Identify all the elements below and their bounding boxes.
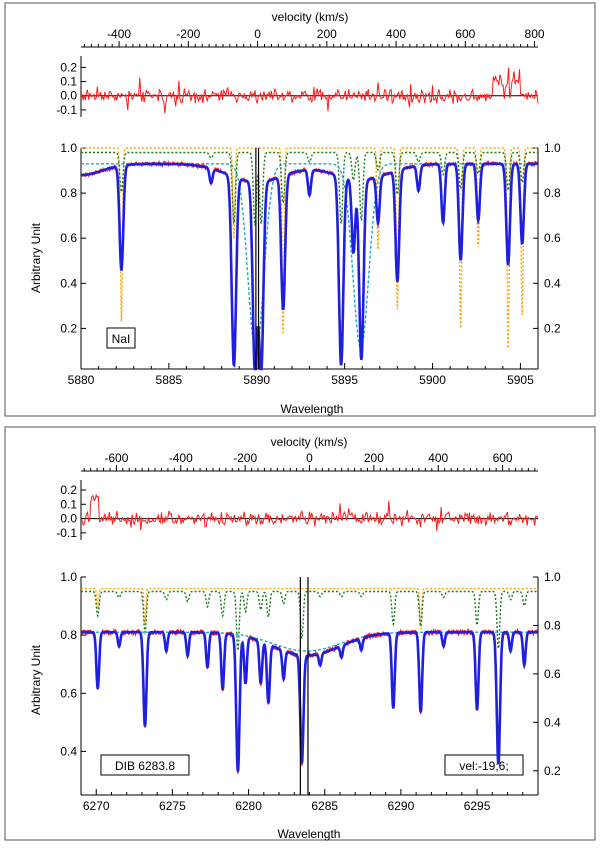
panel-annotation: NaI [112, 332, 131, 346]
residual-tick-label: -0.1 [56, 526, 77, 540]
velocity-annotation: vel:-19;6; [459, 759, 508, 773]
residual-line [80, 493, 539, 531]
residual-tick-label: -0.1 [56, 103, 77, 117]
y-tick-label: 1.0 [60, 570, 77, 584]
x-tick-label: 5895 [331, 373, 358, 387]
velocity-tick-label: -200 [176, 27, 200, 41]
velocity-tick-label: -200 [233, 451, 257, 465]
y-right-tick-label: 0.4 [544, 276, 561, 290]
velocity-axis-label: velocity (km/s) [272, 10, 349, 24]
y-tick-label: 0.6 [60, 231, 77, 245]
velocity-tick-label: 200 [364, 451, 384, 465]
y-tick-label: 0.8 [60, 628, 77, 642]
velocity-tick-label: 600 [455, 27, 475, 41]
panel-annotation-box [106, 327, 136, 349]
panel-annotation: DIB 6283.8 [115, 759, 175, 773]
residual-tick-label: 0.1 [60, 497, 77, 511]
panel-nai: velocity (km/s) Arbitrary Unit Wavelengt… [4, 2, 596, 417]
x-tick-label: 5880 [68, 373, 95, 387]
x-tick-label: 5885 [156, 373, 183, 387]
x-tick-label: 6290 [388, 799, 415, 813]
y-axis-label: Arbitrary Unit [29, 222, 43, 293]
y-axis-label: Arbitrary Unit [29, 644, 43, 715]
x-axis-label: Wavelength [281, 402, 344, 416]
velocity-tick-label: 400 [386, 27, 406, 41]
y-right-tick-label: 1.0 [544, 141, 561, 155]
y-right-tick-label: 0.8 [544, 618, 561, 632]
y-tick-label: 0.4 [60, 744, 77, 758]
y-tick-label: 0.6 [60, 686, 77, 700]
x-tick-label: 5905 [507, 373, 534, 387]
y-right-tick-label: 0.8 [544, 186, 561, 200]
residual-tick-label: 0.0 [60, 89, 77, 103]
fit-model-line [81, 630, 538, 772]
panel-frame [4, 2, 596, 417]
stellar-model-line [81, 590, 538, 651]
stellar-model-line [81, 151, 538, 226]
telluric-model-line [81, 587, 538, 630]
y-right-tick-label: 0.2 [544, 764, 561, 778]
panel-annotation-box [100, 754, 190, 776]
velocity-tick-label: 400 [428, 451, 448, 465]
velocity-tick-label: 0 [254, 27, 261, 41]
residual-tick-label: 0.1 [60, 75, 77, 89]
velocity-tick-label: 200 [317, 27, 337, 41]
y-right-tick-label: 0.4 [544, 715, 561, 729]
x-axis-label: Wavelength [278, 827, 341, 841]
x-tick-label: 6285 [311, 799, 338, 813]
velocity-tick-label: 800 [525, 27, 545, 41]
y-right-tick-label: 0.2 [544, 321, 561, 335]
residual-line [80, 67, 539, 114]
x-tick-label: 5890 [243, 373, 270, 387]
y-tick-label: 0.4 [60, 276, 77, 290]
residual-tick-label: 0.2 [60, 60, 77, 74]
velocity-annotation-box [444, 754, 524, 776]
y-right-tick-label: 0.6 [544, 667, 561, 681]
y-right-tick-label: 0.6 [544, 231, 561, 245]
y-tick-label: 1.0 [60, 141, 77, 155]
fit-model-line [81, 162, 538, 371]
y-tick-label: 0.2 [60, 321, 77, 335]
panel-frame [4, 426, 596, 841]
velocity-tick-label: 600 [493, 451, 513, 465]
y-right-tick-label: 1.0 [544, 570, 561, 584]
residual-tick-label: 0.2 [60, 483, 77, 497]
x-tick-label: 5900 [419, 373, 446, 387]
velocity-tick-label: -400 [169, 451, 193, 465]
x-tick-label: 6270 [83, 799, 110, 813]
y-tick-label: 0.8 [60, 186, 77, 200]
velocity-axis-label: velocity (km/s) [271, 435, 348, 449]
velocity-tick-label: 0 [306, 451, 313, 465]
residual-tick-label: 0.0 [60, 512, 77, 526]
x-tick-label: 6280 [235, 799, 262, 813]
velocity-tick-label: -600 [104, 451, 128, 465]
x-tick-label: 6275 [159, 799, 186, 813]
panel-dib: velocity (km/s) Arbitrary Unit Wavelengt… [4, 426, 596, 841]
velocity-tick-label: -400 [107, 27, 131, 41]
x-tick-label: 6295 [464, 799, 491, 813]
